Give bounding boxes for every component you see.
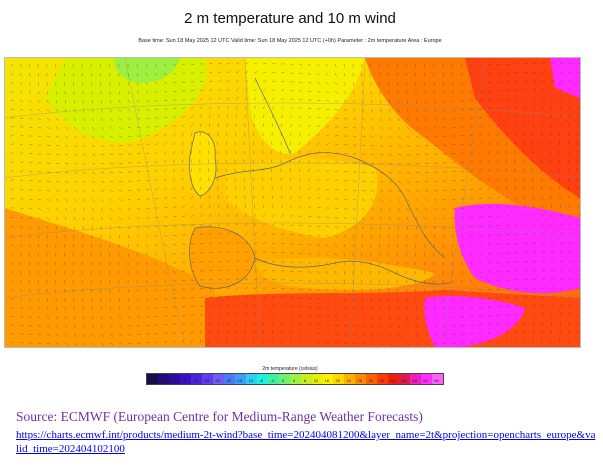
temperature-colorbar xyxy=(146,373,444,385)
colorbar-swatch xyxy=(322,374,334,384)
colorbar-tick-label: 28 xyxy=(357,378,362,383)
colorbar-tick-label: 40 xyxy=(390,378,395,383)
colorbar-tick-label: 12 xyxy=(313,378,319,383)
figure-title: 2 m temperature and 10 m wind xyxy=(184,10,396,27)
central-europe xyxy=(225,158,378,238)
colorbar-swatch xyxy=(432,374,444,384)
colorbar-tick-label: -12 xyxy=(247,378,254,383)
colorbar-tick-label: 8 xyxy=(303,378,307,383)
atlantic-southwest xyxy=(5,208,215,347)
colorbar-tick-label: -28 xyxy=(203,378,210,383)
figure-subtitle: Base time: Sun 18 May 2025 12 UTC Valid … xyxy=(138,38,442,44)
colorbar-swatch xyxy=(190,374,202,384)
russia-hot xyxy=(465,58,580,198)
colorbar-ticks: -48 -44 -40 -36 -32 -28 -24 -20 -16 -12 -8 -4 0 4 8 12 1… xyxy=(146,378,442,384)
africa-extreme xyxy=(424,296,525,347)
colorbar-swatch xyxy=(147,374,158,384)
colorbar-tick-label: -4 xyxy=(270,378,274,383)
source-line: Source: ECMWF (European Centre for Mediu… xyxy=(16,409,423,424)
colorbar-tick-label: -32 xyxy=(192,378,199,383)
colorbar-swatch xyxy=(278,374,290,384)
colorbar-swatch xyxy=(157,374,169,384)
colorbar-tick-label: -16 xyxy=(236,378,243,383)
coastline-europe xyxy=(214,152,446,259)
colorbar-swatch xyxy=(256,374,268,384)
temperature-map xyxy=(4,57,581,348)
colorbar-tick-label: 4 xyxy=(292,378,296,383)
colorbar-tick-label: 56 xyxy=(434,378,439,383)
colorbar-tick-label: 36 xyxy=(379,378,384,383)
colorbar-tick-label: 24 xyxy=(346,378,352,383)
colorbar-tick-label: -48 xyxy=(148,378,155,383)
north-atlantic-cool xyxy=(45,58,207,143)
northeast-extreme xyxy=(550,58,580,98)
colorbar-swatch xyxy=(267,374,279,384)
colorbar-tick-label: 52 xyxy=(423,378,428,383)
colorbar-swatch xyxy=(311,374,323,384)
colorbar-swatch xyxy=(344,374,356,384)
north-africa xyxy=(205,290,580,347)
colorbar-swatch xyxy=(355,374,367,384)
colorbar-swatch xyxy=(168,374,180,384)
colorbar-swatch xyxy=(223,374,235,384)
source-link[interactable]: https://charts.ecmwf.int/products/medium… xyxy=(16,429,596,455)
wind-vectors xyxy=(10,62,580,346)
colorbar-tick-label: -20 xyxy=(225,378,232,383)
colorbar-tick-label: -40 xyxy=(170,378,177,383)
colorbar-swatch xyxy=(245,374,257,384)
colorbar-swatch xyxy=(201,374,213,384)
scandinavia xyxy=(245,58,365,154)
colorbar-tick-label: 16 xyxy=(324,378,330,383)
colorbar-tick-label: -8 xyxy=(259,378,263,383)
colorbar-swatch xyxy=(421,374,433,384)
colorbar-swatch xyxy=(289,374,301,384)
mediterranean-sea xyxy=(255,257,435,290)
map-graticule xyxy=(5,58,580,347)
colorbar-tick-label: -36 xyxy=(181,378,188,383)
colorbar-swatch xyxy=(333,374,345,384)
colorbar-swatch xyxy=(234,374,246,384)
colorbar-tick-label: 48 xyxy=(412,378,417,383)
colorbar-tick-label: -24 xyxy=(214,378,221,383)
colorbar-tick-label: -44 xyxy=(159,378,166,383)
colorbar-tick-label: 20 xyxy=(335,378,341,383)
colorbar-swatch xyxy=(212,374,224,384)
colorbar-tick-label: 44 xyxy=(401,378,406,383)
legend-title: 2m temperature (celsius) xyxy=(262,366,318,372)
colorbar-swatch xyxy=(366,374,378,384)
colorbar-swatch xyxy=(399,374,411,384)
colorbar-swatch xyxy=(410,374,422,384)
coastline-med xyxy=(254,257,451,285)
colorbar-swatch xyxy=(388,374,400,384)
colorbar-tick-label: 0 xyxy=(281,378,285,383)
colorbar-swatch xyxy=(377,374,389,384)
middle-east-extreme xyxy=(454,203,580,294)
greenland-sea xyxy=(114,58,180,83)
colorbar-swatch xyxy=(300,374,312,384)
colorbar-swatch xyxy=(179,374,191,384)
colorbar-tick-label: 32 xyxy=(368,378,373,383)
